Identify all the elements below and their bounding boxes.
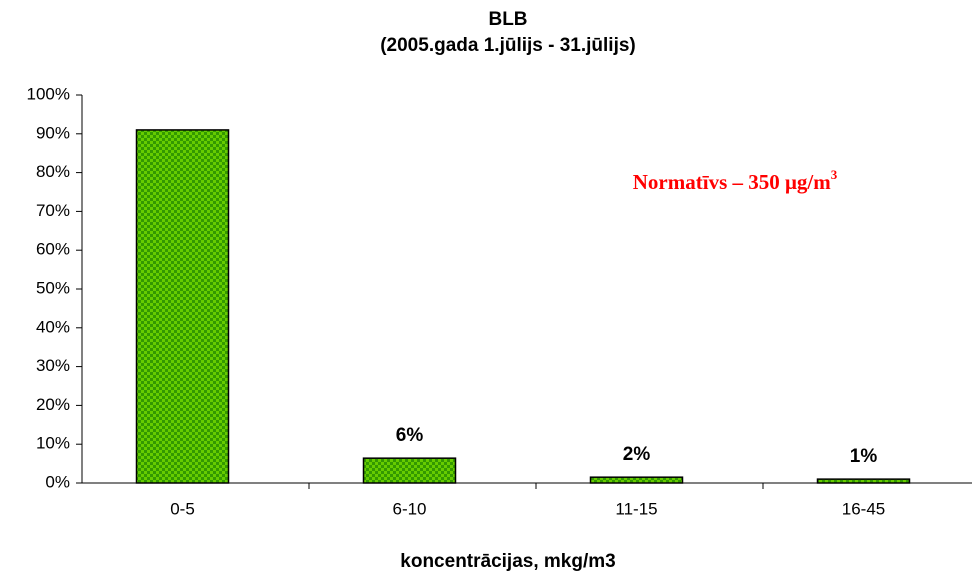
y-tick-label: 50% [36, 278, 70, 297]
y-tick-label: 30% [36, 356, 70, 375]
chart-subtitle: (2005.gada 1.jūlijs - 31.jūlijs) [380, 35, 636, 56]
y-tick-label: 20% [36, 395, 70, 414]
x-axis-label: koncentrācijas, mkg/m3 [400, 551, 615, 572]
bar [589, 476, 684, 484]
y-tick-label: 0% [45, 472, 70, 491]
bar [135, 129, 230, 484]
annotation: Normatīvs – 350 μg/m3 [633, 167, 838, 194]
x-tick-label: 11-15 [615, 499, 657, 518]
annotation-text: Normatīvs – 350 μg/m [633, 170, 831, 194]
bar [816, 478, 911, 484]
x-tick-label: 16-45 [842, 499, 885, 518]
annotation-sup: 3 [831, 167, 838, 182]
y-tick-label: 60% [36, 240, 70, 259]
x-tick-label: 0-5 [170, 499, 195, 518]
data-label: 2% [623, 444, 651, 465]
data-label: 1% [850, 446, 878, 467]
chart-title: BLB [488, 9, 527, 30]
y-tick-label: 10% [36, 434, 70, 453]
y-tick-label: 70% [36, 201, 70, 220]
data-label: 6% [396, 425, 424, 446]
y-tick-label: 40% [36, 317, 70, 336]
y-tick-label: 80% [36, 162, 70, 181]
y-tick-label: 100% [27, 84, 70, 103]
bar [362, 457, 457, 484]
y-tick-label: 90% [36, 123, 70, 142]
x-tick-label: 6-10 [392, 499, 426, 518]
